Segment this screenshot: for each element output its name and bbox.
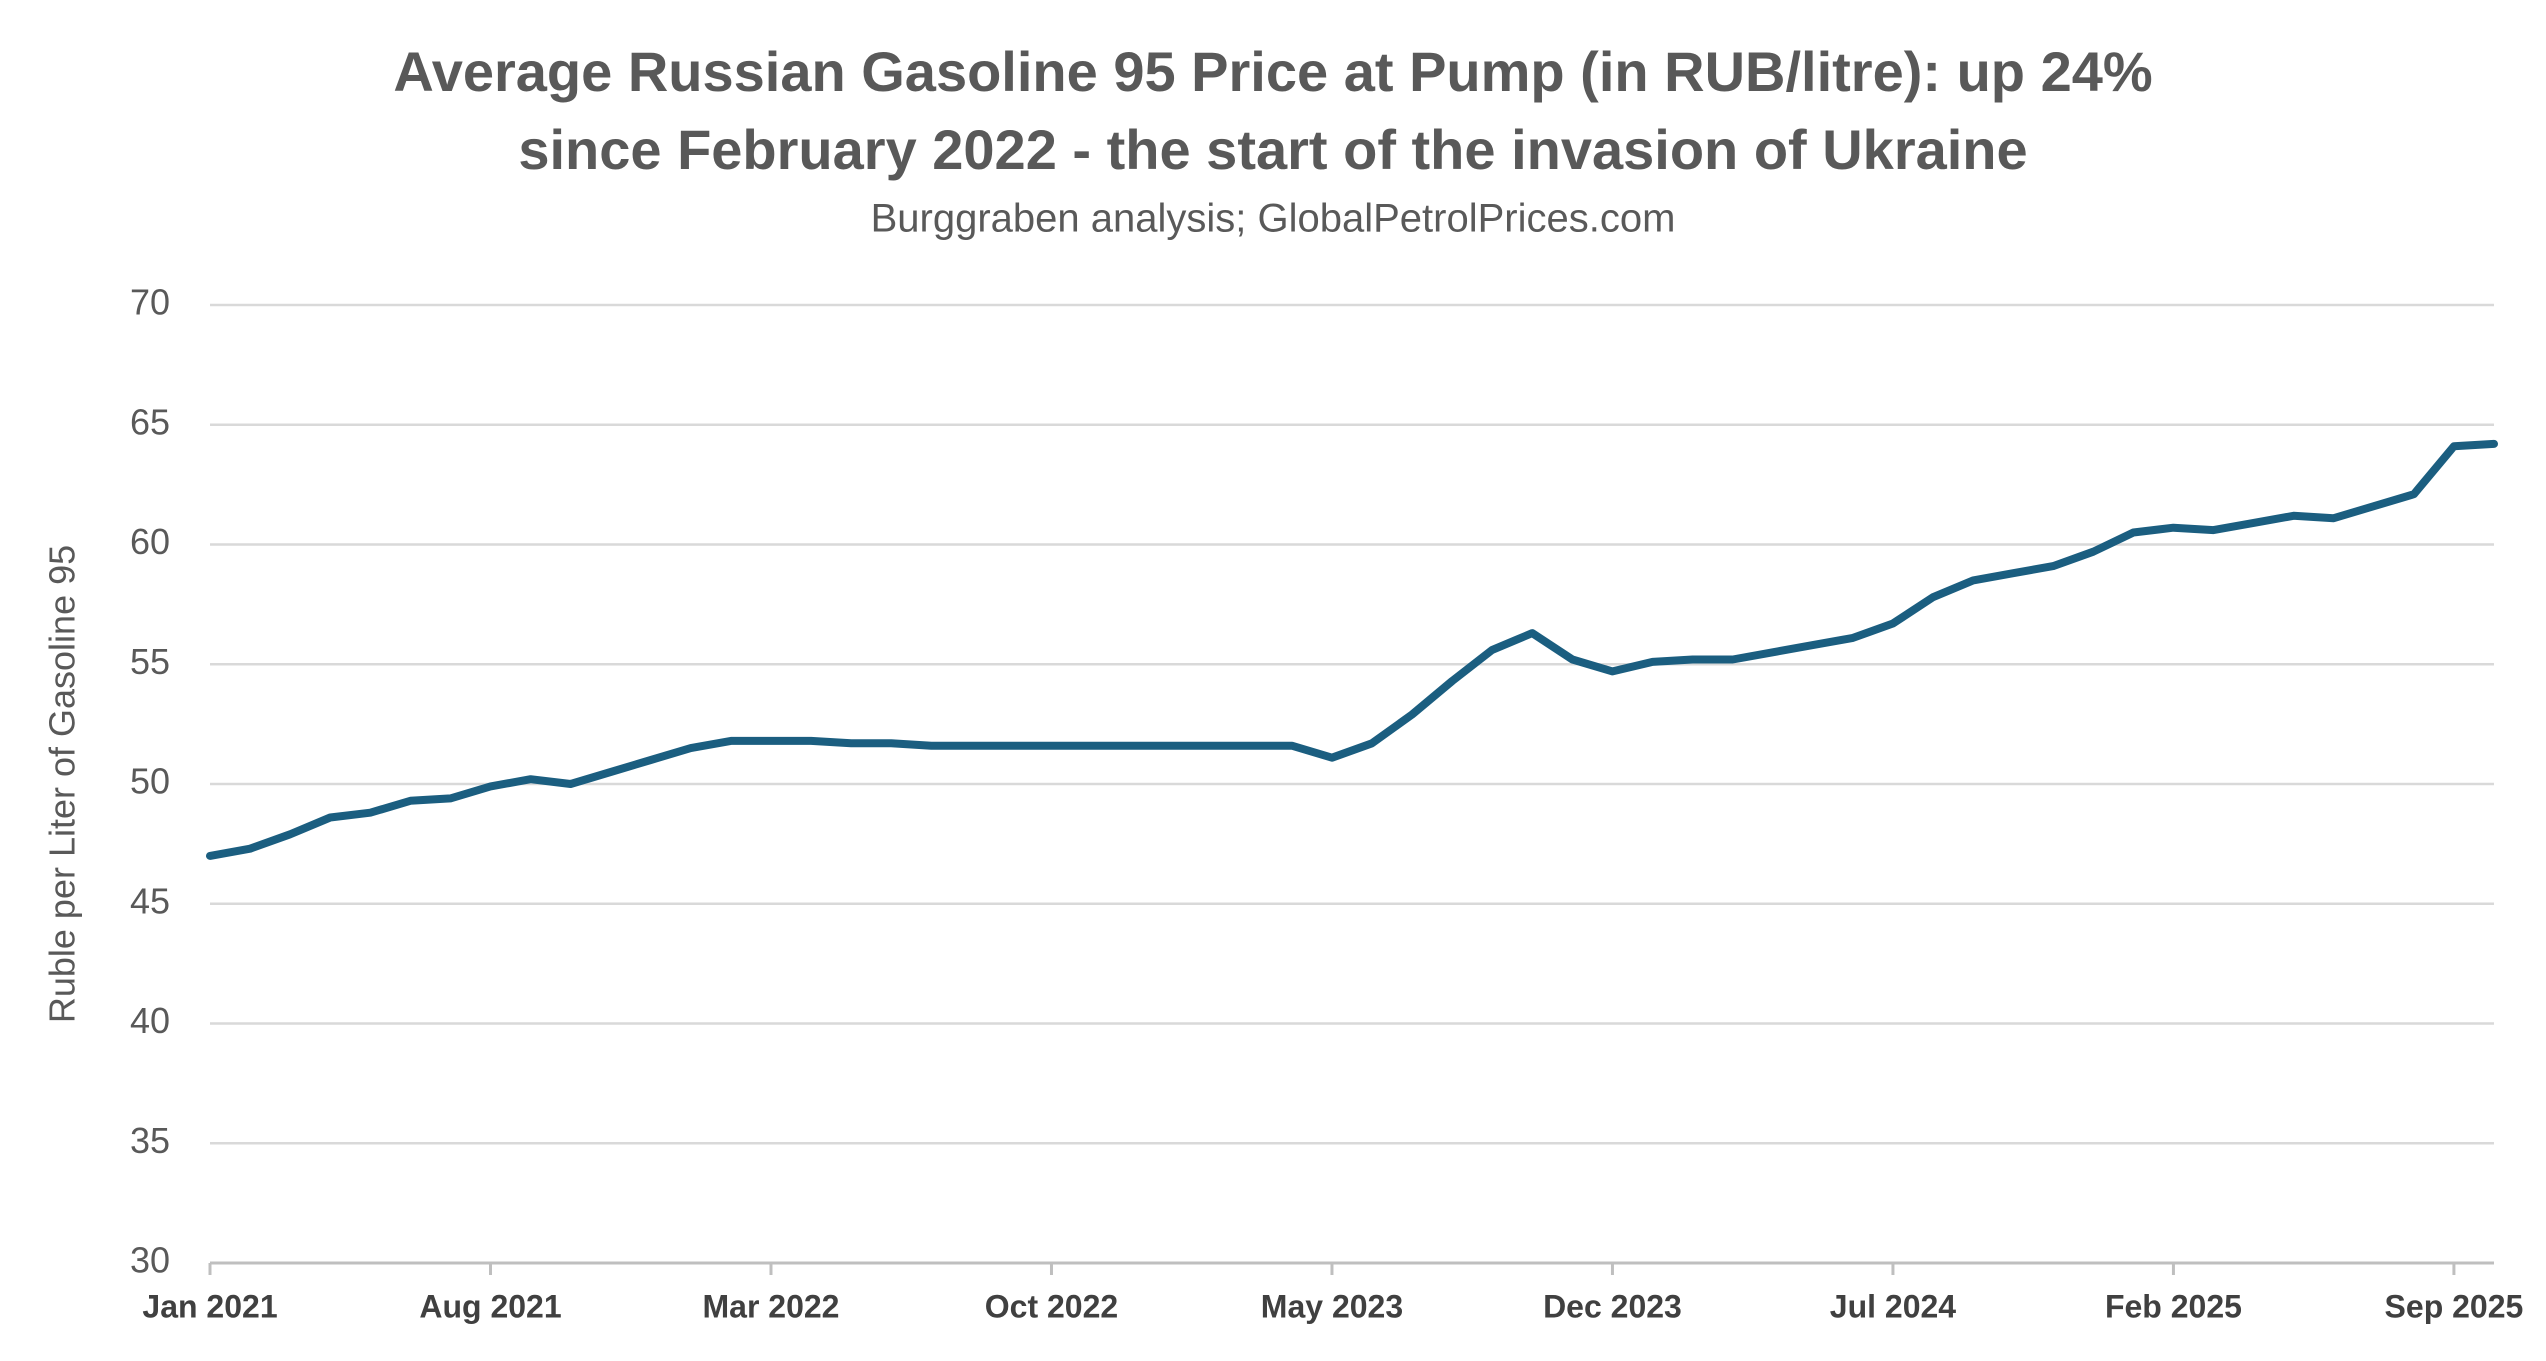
x-tick-label: Dec 2023 — [1543, 1288, 1682, 1324]
chart-title: since February 2022 - the start of the i… — [518, 118, 2027, 181]
chart-subtitle: Burggraben analysis; GlobalPetrolPrices.… — [871, 197, 1676, 241]
y-tick-label: 70 — [130, 282, 170, 323]
x-tick-label: Aug 2021 — [419, 1288, 561, 1324]
y-tick-label: 55 — [130, 641, 170, 682]
y-tick-label: 65 — [130, 401, 170, 442]
x-tick-label: Jan 2021 — [142, 1288, 277, 1324]
y-axis-label: Ruble per Liter of Gasoline 95 — [42, 545, 83, 1023]
data-line — [206, 439, 2498, 860]
y-tick-label: 35 — [130, 1120, 170, 1161]
y-tick-label: 50 — [130, 761, 170, 802]
x-tick-label: Oct 2022 — [985, 1288, 1118, 1324]
x-tick-label: May 2023 — [1261, 1288, 1403, 1324]
chart-title: Average Russian Gasoline 95 Price at Pum… — [393, 40, 2152, 103]
x-tick-label: Feb 2025 — [2105, 1288, 2242, 1324]
x-tick-label: Mar 2022 — [702, 1288, 839, 1324]
y-tick-label: 45 — [130, 880, 170, 921]
y-tick-label: 60 — [130, 521, 170, 562]
y-tick-label: 30 — [130, 1240, 170, 1281]
y-tick-label: 40 — [130, 1000, 170, 1041]
x-tick-label: Jul 2024 — [1830, 1288, 1957, 1324]
x-tick-label: Sep 2025 — [2385, 1288, 2524, 1324]
